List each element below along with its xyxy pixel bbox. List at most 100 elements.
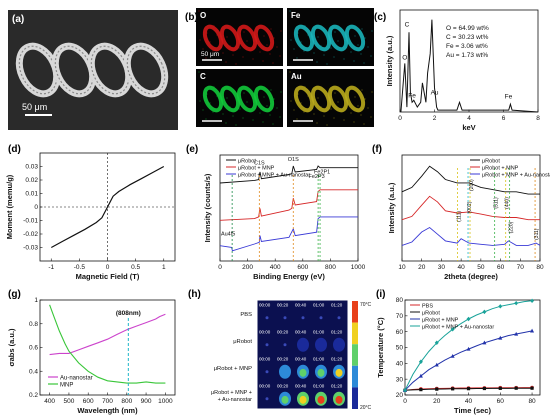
scalebar-a-label: 50 μm [22, 102, 47, 112]
y-axis-label: Moment (memu/g) [5, 174, 14, 239]
panel-b: (b) O 50 μm Fe C Au [185, 8, 374, 127]
data-point [466, 346, 471, 351]
eds-signal [293, 85, 315, 113]
eds-noise [202, 109, 204, 111]
eds-signal [202, 85, 224, 113]
xrd-series-2 [401, 226, 541, 246]
eds-noise [340, 110, 342, 112]
eds-noise [296, 57, 298, 59]
legend-label: PBS [422, 304, 433, 310]
thermal-time-label: 00:40 [295, 330, 307, 335]
thermal-time-label: 00:00 [259, 330, 271, 335]
hkl-label: (200) [469, 179, 475, 191]
composition-line: Au = 1.73 wt% [446, 52, 488, 59]
eds-noise [330, 108, 332, 110]
thermal-spot-inner [317, 368, 325, 377]
eds-noise [232, 54, 234, 56]
y-tick-label: 20 [396, 392, 404, 399]
thermal-time-label: 00:40 [295, 357, 307, 362]
eds-noise [209, 102, 211, 104]
data-point [403, 388, 407, 393]
helix-coil-texture [126, 45, 166, 95]
eds-noise [371, 91, 373, 93]
thermal-row-label: μRobot + MNP [214, 366, 252, 372]
eds-signal [310, 24, 332, 52]
eds-signal [253, 24, 275, 52]
eds-noise [314, 27, 316, 29]
eds-noise [235, 124, 237, 126]
eds-noise [276, 46, 278, 48]
legend-label: Au-nanostar [60, 376, 93, 382]
x-axis-label: Magnetic Field (T) [76, 272, 140, 281]
thermal-time-label: 00:00 [259, 303, 271, 308]
eds-noise [280, 30, 282, 32]
x-tick-label: 600 [83, 398, 94, 405]
thermal-time-label: 01:20 [331, 303, 343, 308]
eds-noise [327, 38, 329, 40]
eds-noise [222, 113, 224, 115]
panel-h: (h) PBS 00:00 00:20 00:40 01:00 01:20 μRobot 00… [188, 289, 372, 411]
data-point [482, 386, 487, 391]
y-tick-label: 0.02 [25, 177, 38, 184]
panel-g: (g) 400 500 600 700 800 900 1000 0.2 0.4 0.6 0.8 1 W… [7, 289, 176, 415]
x-tick-label: 20 [418, 264, 426, 271]
x-tick-label: 70 [517, 264, 525, 271]
eds-noise [252, 119, 254, 121]
eds-noise [243, 31, 245, 33]
eds-noise [324, 29, 326, 31]
chart-g: 400 500 600 700 800 900 1000 0.2 0.4 0.6 0.8 1 Wavel… [7, 297, 176, 415]
eds-noise [371, 30, 373, 32]
x-tick-label: 400 [270, 264, 281, 271]
eds-noise [304, 25, 306, 27]
data-point [514, 386, 518, 390]
peak-label: Fe2P1 [314, 170, 330, 176]
data-point [482, 340, 487, 345]
x-tick-label: -0.5 [74, 264, 86, 271]
eds-noise [297, 32, 299, 34]
eds-noise [243, 92, 245, 94]
temperature-series-2 [404, 330, 533, 391]
eds-noise [353, 121, 355, 123]
eds-noise [324, 90, 326, 92]
x-axis-label: Binding Energy (eV) [253, 272, 325, 281]
eds-scalebar-label: 50 μm [201, 51, 219, 58]
eds-noise [198, 71, 200, 73]
y-axis-label: σabs (a.u.) [7, 328, 16, 367]
eds-noise [229, 45, 231, 47]
eds-noise [223, 27, 225, 29]
eds-noise [326, 124, 328, 126]
y-axis-label: Temperature (°C) [376, 317, 385, 378]
eds-noise [223, 88, 225, 90]
thermal-cell [257, 327, 276, 355]
eds-noise [360, 114, 362, 116]
y-tick-label: 30 [396, 376, 404, 383]
x-tick-label: 400 [44, 398, 55, 405]
eds-noise [226, 97, 228, 99]
eds-noise [205, 118, 207, 120]
eds-noise [364, 98, 366, 100]
legend-label: μRobot + MNP + Au-nanostar [238, 173, 310, 179]
eds-signal [327, 24, 349, 52]
x-tick-label: 40 [465, 398, 473, 405]
x-tick-label: 2 [433, 115, 437, 122]
y-tick-label: 50 [396, 345, 404, 352]
eds-signal [202, 24, 224, 52]
x-tick-label: 50 [477, 264, 485, 271]
eds-signal [293, 24, 315, 52]
eds-noise [337, 40, 339, 42]
eds-noise [320, 45, 322, 47]
y-tick-label: 40 [396, 361, 404, 368]
eds-noise [273, 98, 275, 100]
eds-noise [357, 44, 359, 46]
eds-noise [363, 62, 365, 64]
color-scale-segment [352, 344, 358, 366]
eds-noise [300, 41, 302, 43]
panel-label-g: (g) [8, 289, 21, 300]
y-tick-label: 0.01 [25, 191, 38, 198]
x-tick-label: 0 [218, 264, 222, 271]
x-tick-label: 60 [497, 264, 505, 271]
eds-noise [246, 101, 248, 103]
eds-noise [263, 35, 265, 37]
